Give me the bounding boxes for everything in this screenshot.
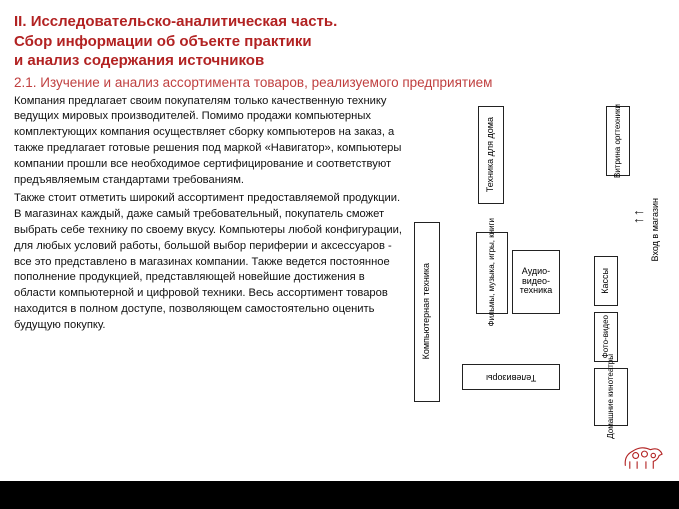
- box-tv: Телевизоры: [462, 364, 560, 390]
- store-layout-diagram: Компьютерная техника Техника для дома Фи…: [410, 94, 665, 444]
- title-part3: и анализ содержания источников: [14, 51, 665, 71]
- rhino-logo-icon: [621, 439, 665, 475]
- box-vitrina: Витрина оргтехники: [606, 106, 630, 176]
- section-title: II. Исследовательско-аналитическая часть…: [14, 12, 665, 71]
- box-komp-tech: Компьютерная техника: [414, 222, 440, 402]
- bottom-bar: [0, 481, 679, 509]
- box-filmy: Фильмы, музыка, игры, книги: [476, 232, 508, 314]
- subsection-title: 2.1. Изучение и анализ ассортимента това…: [14, 75, 665, 90]
- title-part1: Исследовательско-аналитическая часть.: [31, 13, 338, 30]
- title-roman: II.: [14, 13, 27, 30]
- box-kassy: Кассы: [594, 256, 618, 306]
- paragraph-1: Компания предлагает своим покупателям то…: [14, 94, 402, 189]
- body-text: Компания предлагает своим покупателям то…: [14, 94, 402, 444]
- box-kinoteatry: Домашние кинотеатры: [594, 368, 628, 426]
- box-tech-dom: Техника для дома: [478, 106, 504, 204]
- entry-label: Вход в магазин: [650, 198, 664, 308]
- title-part2: Сбор информации об объекте практики: [14, 32, 665, 52]
- paragraph-2: Также стоит отметить широкий ассортимент…: [14, 191, 402, 334]
- arrow-icon: ←←: [632, 206, 646, 223]
- box-audio-video: Аудио-видео-техника: [512, 250, 560, 314]
